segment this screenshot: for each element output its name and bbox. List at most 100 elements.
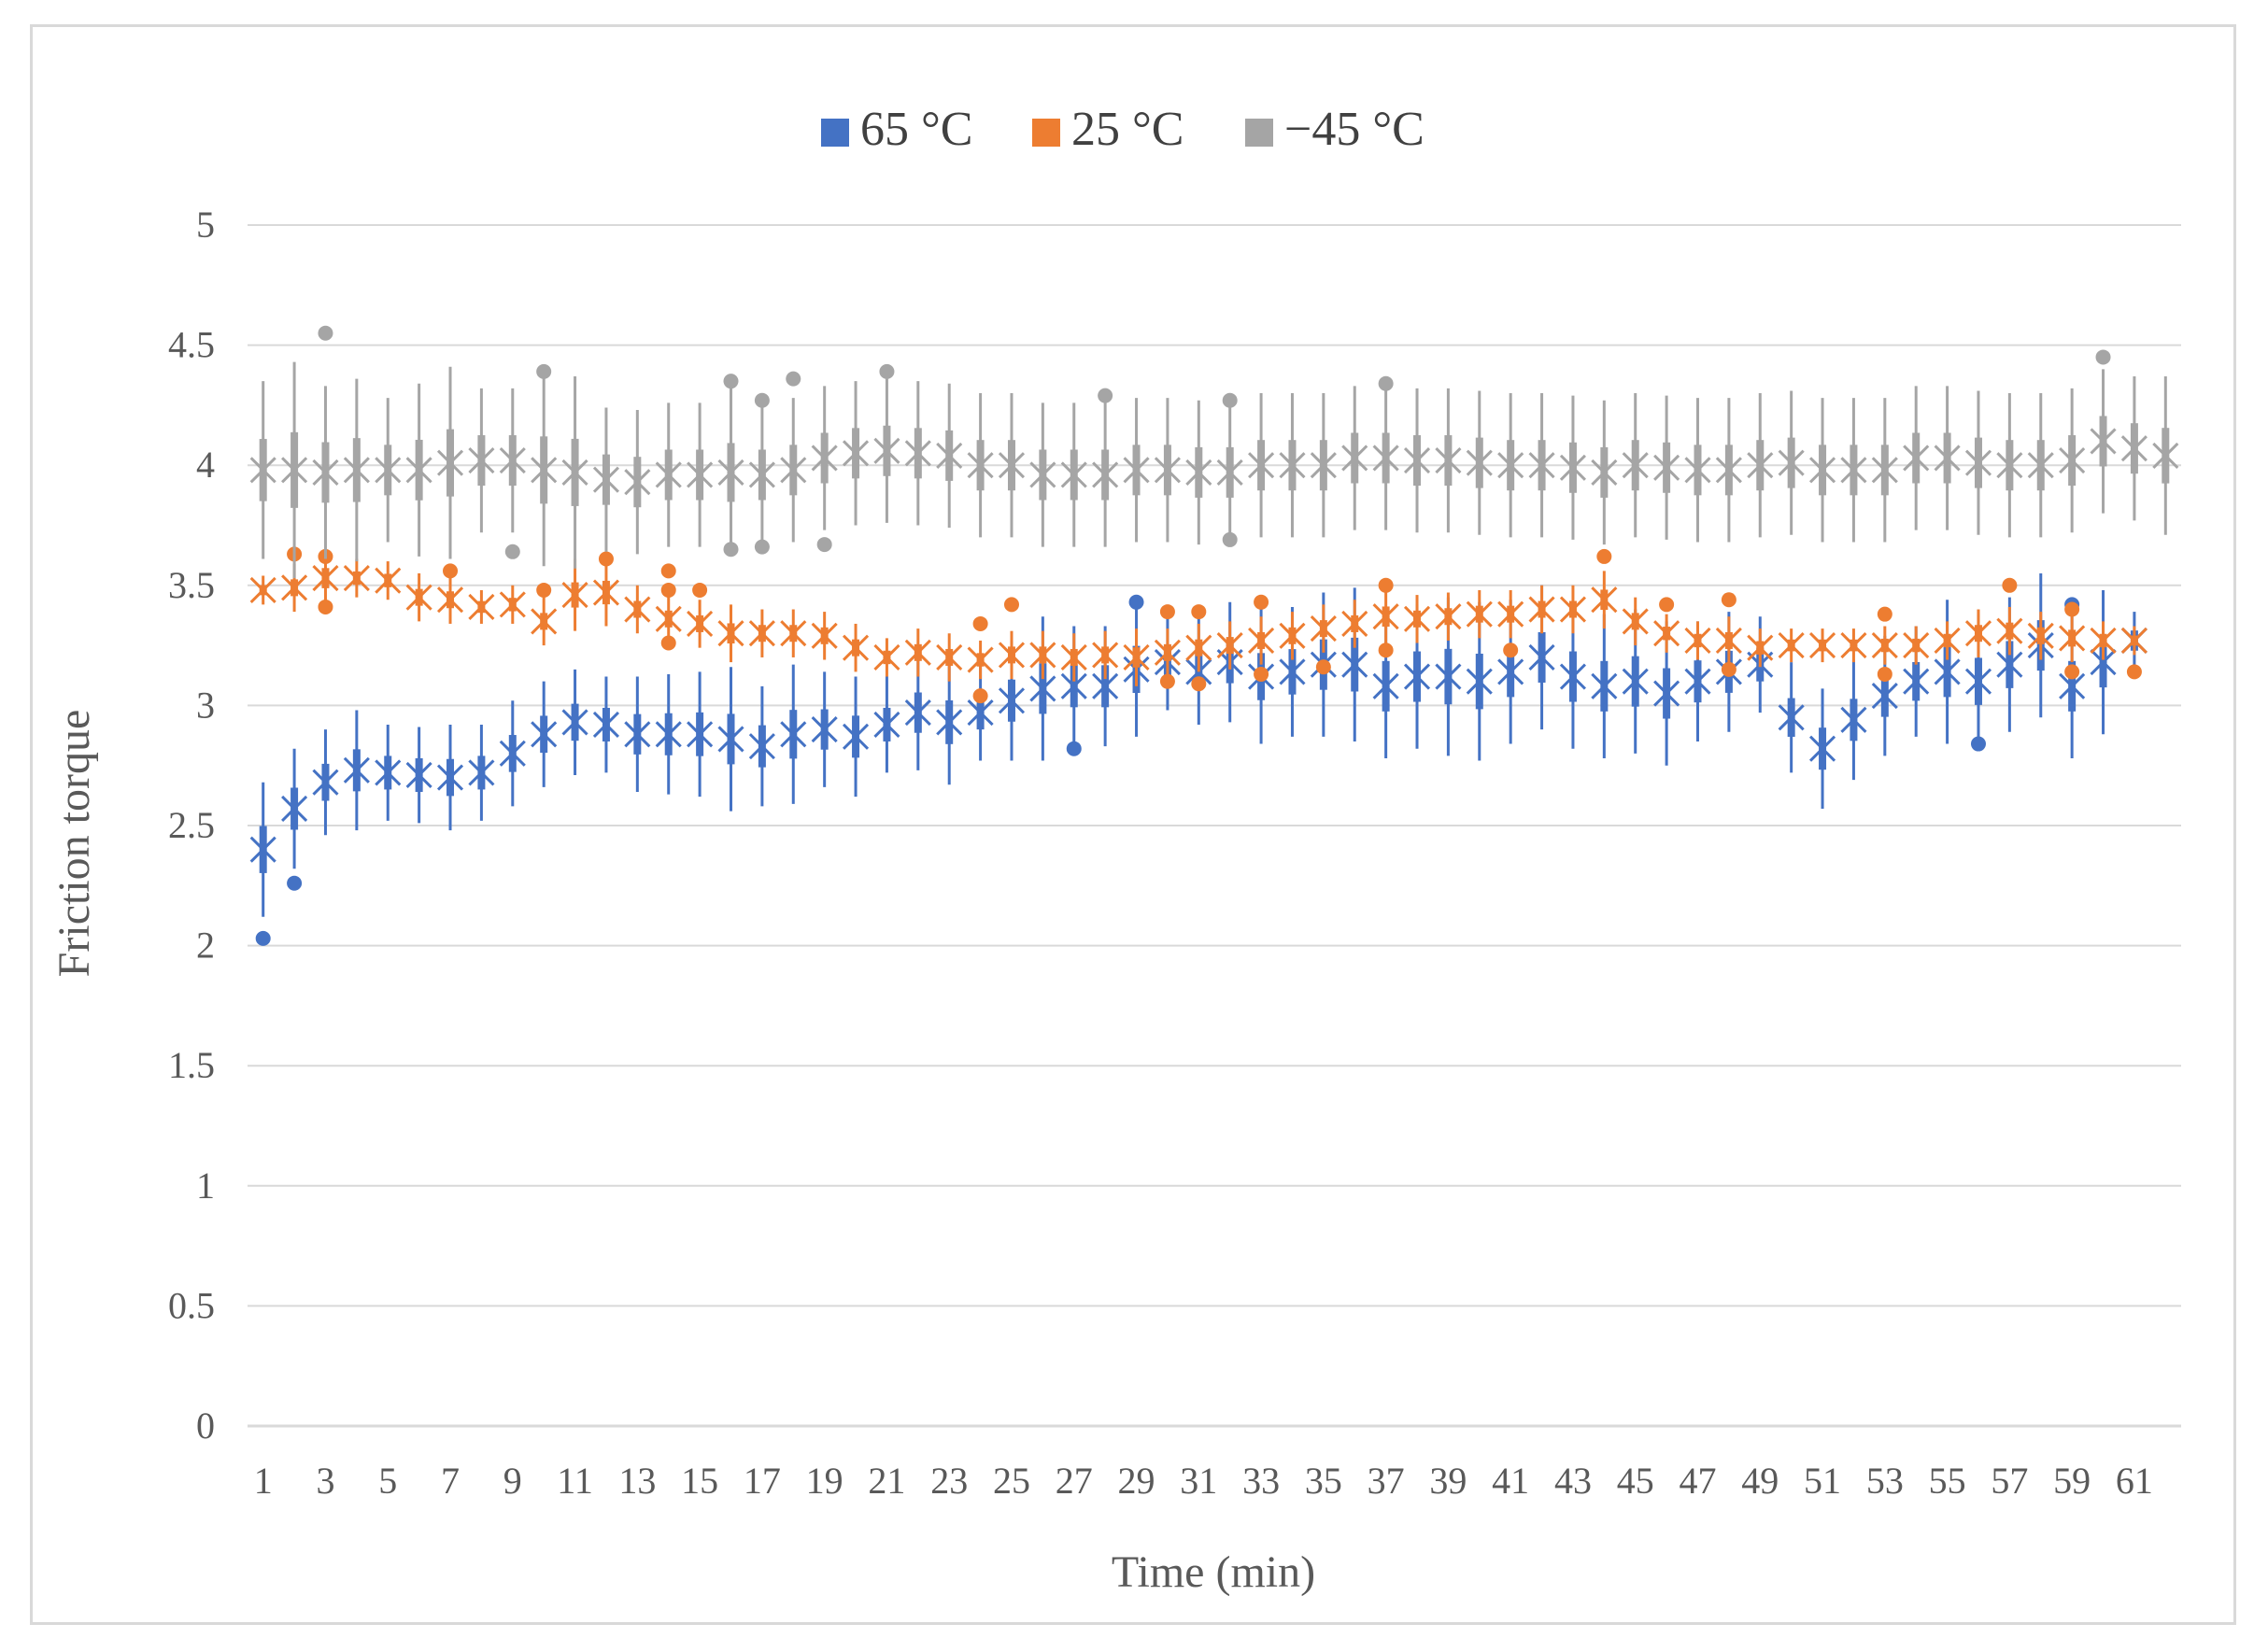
x-tick-label: 11	[557, 1460, 593, 1502]
outlier-point	[1721, 661, 1736, 677]
mean-marker	[1964, 620, 1992, 647]
x-tick-label: 49	[1741, 1460, 1779, 1502]
mean-marker	[1934, 627, 1961, 655]
mean-marker	[624, 596, 651, 623]
y-axis-title: Friction torque	[50, 710, 99, 978]
mean-marker	[436, 586, 464, 614]
x-tick-label: 7	[441, 1460, 460, 1502]
mean-marker	[1248, 452, 1275, 479]
gridlines	[248, 224, 2181, 1428]
outlier-point	[318, 599, 333, 614]
x-tick-label: 61	[2116, 1460, 2153, 1502]
x-tick-label: 57	[1991, 1460, 2028, 1502]
mean-marker	[281, 795, 308, 823]
mean-marker	[249, 836, 276, 863]
outlier-point	[972, 688, 988, 704]
mean-marker	[811, 622, 838, 649]
mean-marker	[748, 461, 775, 488]
mean-marker	[936, 442, 963, 469]
outlier-point	[1098, 388, 1113, 403]
series-layer	[249, 325, 2179, 946]
mean-marker	[1092, 672, 1119, 699]
x-tick-label: 53	[1866, 1460, 1904, 1502]
outlier-point	[1191, 604, 1207, 620]
y-tick-label: 1.5	[168, 1044, 215, 1086]
mean-marker	[1466, 449, 1493, 476]
outlier-point	[660, 635, 676, 651]
mean-marker	[1808, 632, 1836, 659]
legend-label: 65 °C	[860, 103, 972, 156]
mean-marker	[1279, 658, 1306, 685]
mean-marker	[1435, 663, 1462, 690]
mean-marker	[687, 461, 714, 488]
mean-marker	[748, 733, 775, 760]
mean-marker	[780, 457, 807, 484]
x-tick-label: 23	[930, 1460, 968, 1502]
mean-marker	[1934, 658, 1961, 685]
mean-marker	[1403, 446, 1431, 474]
mean-marker	[998, 687, 1026, 714]
outlier-point	[2126, 664, 2142, 680]
mean-marker	[1528, 452, 1555, 479]
mean-marker	[1903, 668, 1930, 695]
mean-marker	[343, 457, 370, 484]
outlier-point	[816, 537, 832, 553]
outlier-point	[1659, 597, 1675, 613]
mean-marker	[967, 646, 994, 673]
x-tick-label: 45	[1617, 1460, 1654, 1502]
outlier-point	[287, 875, 303, 891]
outlier-point	[504, 544, 520, 559]
mean-marker	[1341, 610, 1368, 638]
mean-marker	[1528, 643, 1555, 671]
mean-marker	[1029, 461, 1056, 488]
mean-marker	[1216, 459, 1243, 486]
mean-marker	[468, 759, 495, 786]
outlier-point	[443, 563, 459, 579]
outlier-point	[1378, 642, 1394, 658]
mean-marker	[1029, 642, 1056, 669]
x-tick-label: 35	[1305, 1460, 1342, 1502]
x-tick-label: 31	[1180, 1460, 1217, 1502]
outlier-point	[1315, 659, 1331, 675]
mean-marker	[1903, 632, 1930, 659]
mean-marker	[1715, 457, 1742, 484]
mean-marker	[1715, 627, 1742, 655]
x-tick-label: 27	[1056, 1460, 1093, 1502]
mean-marker	[561, 459, 588, 486]
outlier-point	[598, 551, 614, 567]
mean-marker	[499, 740, 526, 767]
mean-marker	[1996, 617, 2023, 644]
mean-marker	[1060, 461, 1087, 488]
mean-marker	[1559, 663, 1587, 690]
outlier-point	[1378, 375, 1394, 391]
mean-marker	[967, 452, 994, 479]
mean-marker	[1372, 603, 1399, 630]
outlier-point	[1222, 531, 1238, 547]
mean-marker	[1279, 452, 1306, 479]
outlier-point	[2064, 601, 2080, 617]
mean-marker	[375, 759, 402, 786]
box-plot-chart: 65 °C 25 °C −45 °C 0 0.5 1 1.5 2 2.5 3 3.5 4 4.5 5 1…	[50, 103, 2181, 1597]
outlier-point	[1254, 666, 1269, 682]
mean-marker	[1435, 603, 1462, 630]
x-tick-label: 5	[378, 1460, 397, 1502]
mean-marker	[904, 699, 931, 727]
mean-marker	[1559, 454, 1587, 481]
mean-marker	[2120, 435, 2148, 462]
mean-marker	[998, 452, 1026, 479]
mean-marker	[499, 591, 526, 618]
mean-marker	[1996, 452, 2023, 479]
mean-marker	[687, 610, 714, 638]
mean-marker	[375, 457, 402, 484]
mean-marker	[873, 711, 900, 739]
y-tick-label: 2.5	[168, 804, 215, 846]
mean-marker	[343, 756, 370, 784]
legend-label: −45 °C	[1284, 103, 1425, 156]
mean-marker	[842, 634, 870, 661]
mean-marker	[405, 457, 432, 484]
outlier-point	[1254, 594, 1269, 610]
mean-marker	[936, 643, 963, 671]
x-tick-label: 33	[1242, 1460, 1280, 1502]
mean-marker	[1341, 445, 1368, 472]
mean-marker	[1029, 675, 1056, 702]
